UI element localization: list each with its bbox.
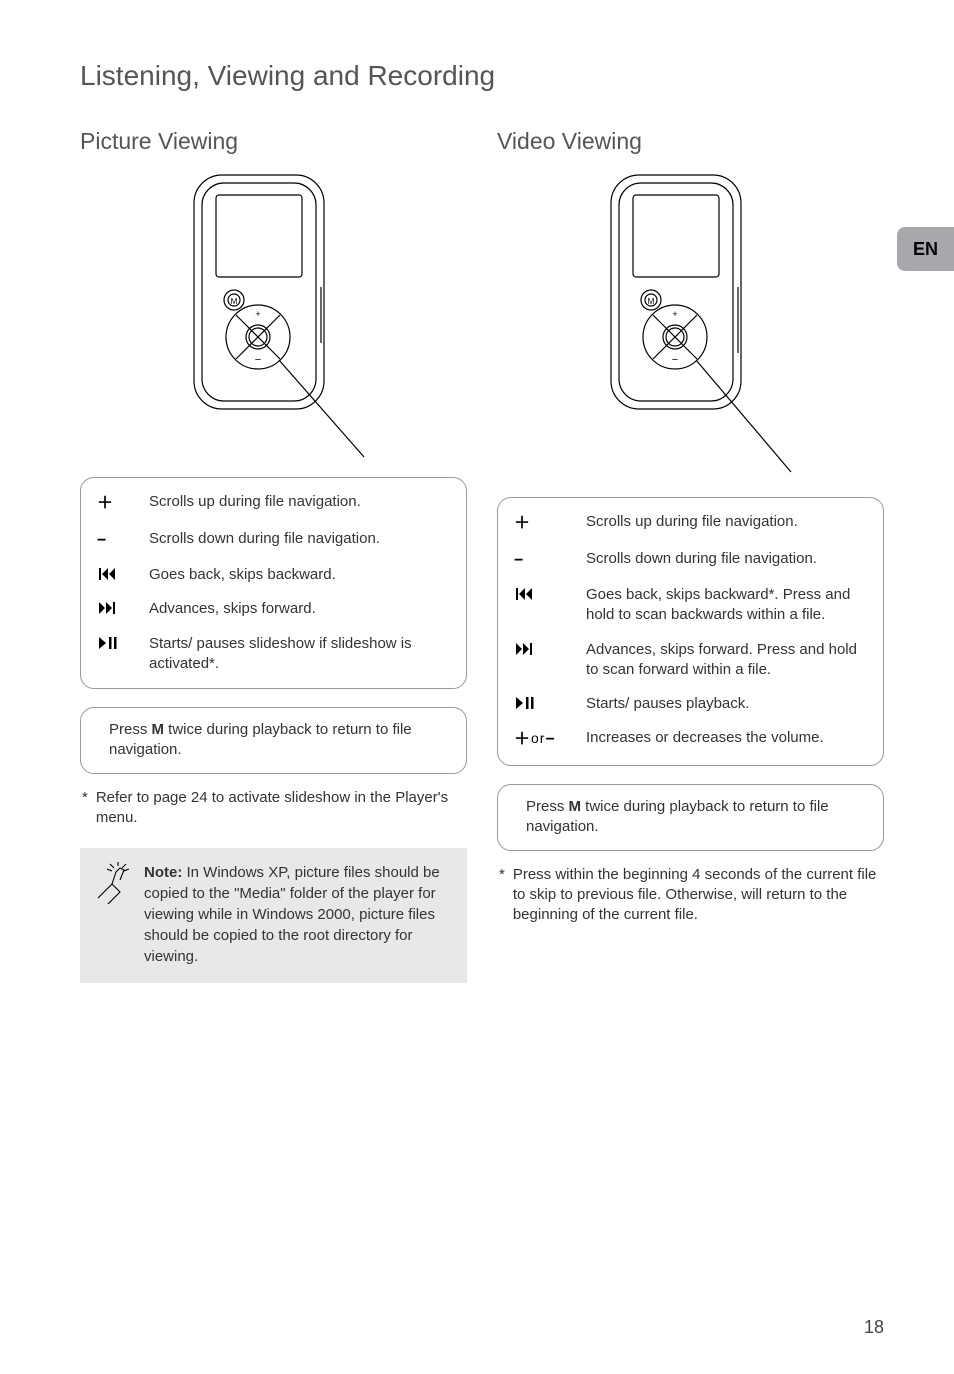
page-number: 18: [864, 1317, 884, 1338]
two-column-layout: Picture Viewing M + −: [80, 128, 884, 983]
control-desc: Scrolls down during file navigation.: [586, 549, 867, 569]
control-row: Advances, skips forward.: [97, 599, 450, 619]
picture-controls-box: ＋ Scrolls up during file navigation. − S…: [80, 477, 467, 689]
control-row: − Scrolls down during file navigation.: [514, 549, 867, 572]
m-key: M: [152, 721, 165, 738]
svg-text:M: M: [647, 297, 654, 306]
language-tab: EN: [897, 227, 954, 271]
note-text: Press: [526, 798, 569, 815]
play-pause-icon: [97, 634, 133, 651]
device-illustration-right: M + −: [541, 167, 841, 487]
control-desc: Goes back, skips backward*. Press and ho…: [586, 585, 867, 626]
control-desc: Scrolls up during file navigation.: [149, 492, 450, 512]
svg-text:M: M: [230, 297, 237, 306]
press-m-note-left: Press M twice during playback to return …: [80, 707, 467, 774]
left-column: Picture Viewing M + −: [80, 128, 467, 983]
control-desc: Starts/ pauses playback.: [586, 694, 867, 714]
video-controls-box: ＋ Scrolls up during file navigation. − S…: [497, 497, 884, 766]
minus-icon: −: [514, 549, 570, 572]
note-text: Press: [109, 721, 152, 738]
note-tint-box: Note: In Windows XP, picture files shoul…: [80, 848, 467, 983]
svg-text:+: +: [255, 309, 260, 319]
note-label: Note:: [144, 864, 182, 881]
control-desc: Scrolls down during file navigation.: [149, 529, 450, 549]
control-row: Starts/ pauses playback.: [514, 694, 867, 714]
prev-icon: [514, 585, 570, 602]
press-m-note-right: Press M twice during playback to return …: [497, 784, 884, 851]
next-icon: [97, 599, 133, 616]
control-desc: Advances, skips forward.: [149, 599, 450, 619]
control-row: Advances, skips forward. Press and hold …: [514, 640, 867, 681]
control-row: ＋ or − Increases or decreases the volume…: [514, 728, 867, 751]
svg-text:−: −: [671, 354, 677, 366]
page-title: Listening, Viewing and Recording: [80, 60, 884, 92]
right-column: Video Viewing M + − ＋: [497, 128, 884, 983]
footnote-text: Refer to page 24 to activate slideshow i…: [96, 788, 467, 829]
svg-text:−: −: [254, 354, 260, 366]
control-row: − Scrolls down during file navigation.: [97, 529, 450, 552]
control-row: Starts/ pauses slideshow if slideshow is…: [97, 634, 450, 675]
prev-icon: [97, 565, 133, 582]
control-desc: Scrolls up during file navigation.: [586, 512, 867, 532]
footnote-left: * Refer to page 24 to activate slideshow…: [80, 788, 467, 829]
device-illustration-left: M + −: [124, 167, 424, 467]
control-desc: Increases or decreases the volume.: [586, 728, 867, 748]
minus-icon: −: [97, 529, 133, 552]
svg-text:+: +: [672, 309, 677, 319]
m-key: M: [569, 798, 582, 815]
control-row: ＋ Scrolls up during file navigation.: [514, 512, 867, 535]
control-desc: Starts/ pauses slideshow if slideshow is…: [149, 634, 450, 675]
play-pause-icon: [514, 694, 570, 711]
picture-viewing-heading: Picture Viewing: [80, 128, 467, 155]
video-viewing-heading: Video Viewing: [497, 128, 884, 155]
control-row: Goes back, skips backward.: [97, 565, 450, 585]
control-desc: Advances, skips forward. Press and hold …: [586, 640, 867, 681]
control-desc: Goes back, skips backward.: [149, 565, 450, 585]
note-body: In Windows XP, picture files should be c…: [144, 864, 440, 965]
plus-or-minus-icon: ＋ or −: [514, 728, 570, 751]
control-row: ＋ Scrolls up during file navigation.: [97, 492, 450, 515]
next-icon: [514, 640, 570, 657]
hand-note-icon: [90, 862, 140, 967]
control-row: Goes back, skips backward*. Press and ho…: [514, 585, 867, 626]
tint-note-text: Note: In Windows XP, picture files shoul…: [144, 862, 451, 967]
footnote-right: * Press within the beginning 4 seconds o…: [497, 865, 884, 926]
asterisk: *: [499, 865, 505, 926]
asterisk: *: [82, 788, 88, 829]
plus-icon: ＋: [514, 512, 570, 535]
footnote-text: Press within the beginning 4 seconds of …: [513, 865, 884, 926]
plus-icon: ＋: [97, 492, 133, 515]
